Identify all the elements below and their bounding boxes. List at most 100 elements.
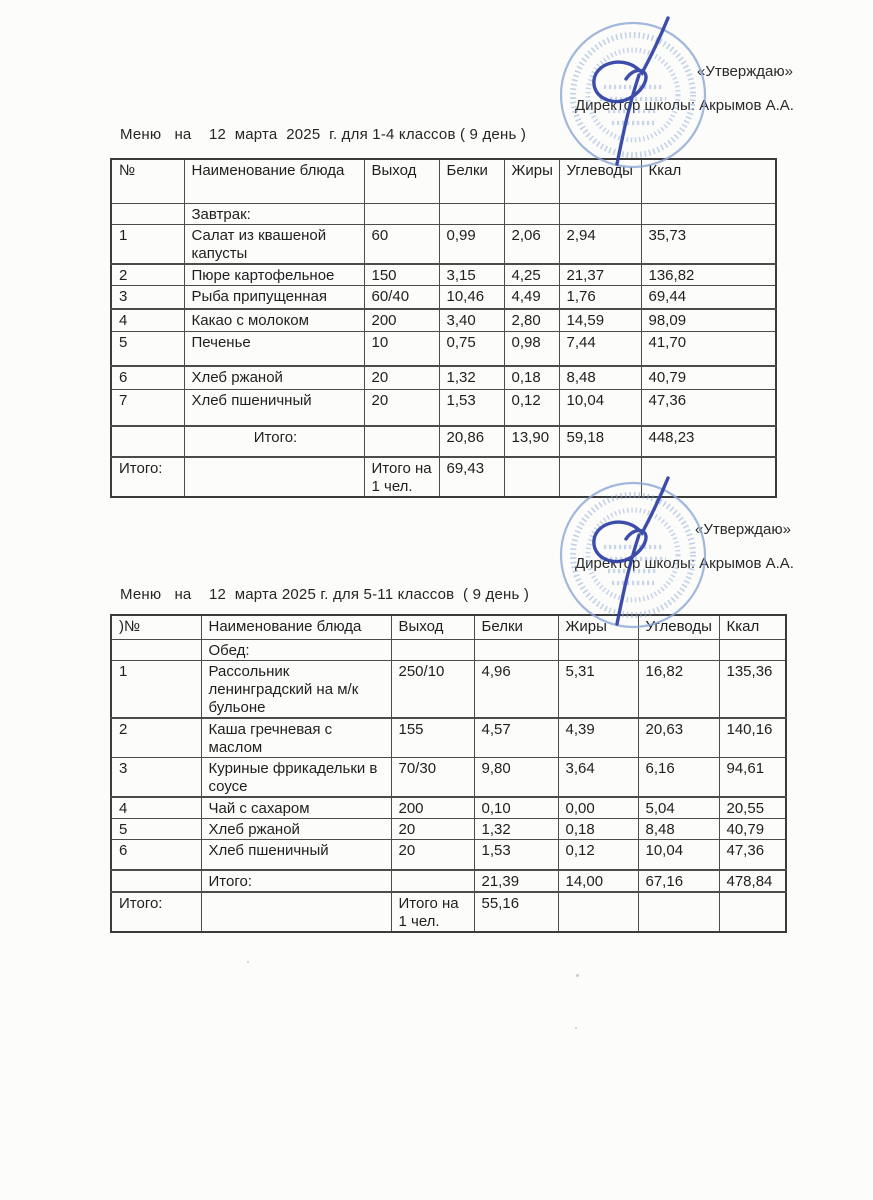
cell-carbs: 8,48 <box>637 817 720 840</box>
cell-protein: 0,75 <box>438 330 505 367</box>
cell-carbs: 16,82 <box>637 659 720 718</box>
cell-protein: 0,10 <box>473 795 559 819</box>
menu-row: 2 Каша гречневая с маслом 155 4,57 4,39 … <box>110 716 787 758</box>
col-header-protein: Белки <box>473 614 559 640</box>
section-row: Обед: <box>110 638 787 661</box>
cell-dish-name: Хлеб пшеничный <box>183 388 365 427</box>
menu-row: 6 Хлеб ржаной 20 1,32 0,18 8,48 40,79 <box>110 365 777 390</box>
cell-number: 4 <box>110 795 202 819</box>
totals-fat: 14,00 <box>557 869 639 893</box>
cell-fat: 0,12 <box>503 388 560 427</box>
cell-dish-name: Чай с сахаром <box>200 795 392 819</box>
cell-output: 20 <box>363 388 440 427</box>
cell-fat: 4,25 <box>503 262 560 286</box>
scan-artifact <box>247 961 249 963</box>
menu-row: 6 Хлеб пшеничный 20 1,53 0,12 10,04 47,3… <box>110 838 787 871</box>
cell-output: 200 <box>390 795 475 819</box>
cell-kcal: 135,36 <box>718 659 787 718</box>
cell-output: 60/40 <box>363 284 440 310</box>
cell-number: 3 <box>110 284 185 310</box>
totals-carbs: 59,18 <box>558 425 642 458</box>
cell-protein: 1,32 <box>473 817 559 840</box>
cell-output: 155 <box>390 716 475 758</box>
cell-carbs: 14,59 <box>558 308 642 332</box>
menu2-table: )№ Наименование блюда Выход Белки Жиры У… <box>110 614 787 933</box>
col-header-dish: Наименование блюда <box>183 158 365 204</box>
col-header-num: № <box>110 158 185 204</box>
cell-dish-name: Хлеб пшеничный <box>200 838 392 871</box>
cell-fat: 5,31 <box>557 659 639 718</box>
menu1-title: Меню на 12 марта 2025 г. для 1-4 классов… <box>120 126 527 143</box>
approve-label: «Утверждаю» <box>695 521 791 538</box>
director-signature-line: Директор школы: Акрымов А.А. <box>575 555 794 572</box>
signature-icon <box>592 16 670 166</box>
scan-artifact <box>576 974 579 977</box>
cell-dish-name: Куриные фрикадельки в соусе <box>200 756 392 797</box>
cell-protein: 1,53 <box>473 838 559 871</box>
cell-dish-name: Какао с молоком <box>183 308 365 332</box>
header-row: )№ Наименование блюда Выход Белки Жиры У… <box>110 614 787 640</box>
totals-label: Итого: <box>200 869 392 893</box>
approve-label: «Утверждаю» <box>697 63 793 80</box>
cell-kcal: 140,16 <box>718 716 787 758</box>
cell-output: 150 <box>363 262 440 286</box>
cell-carbs: 1,76 <box>558 284 642 310</box>
cell-kcal: 136,82 <box>640 262 777 286</box>
menu1-table: № Наименование блюда Выход Белки Жиры Уг… <box>110 158 777 498</box>
cell-kcal: 35,73 <box>640 223 777 264</box>
menu-row: 1 Салат из квашеной капусты 60 0,99 2,06… <box>110 223 777 264</box>
cell-number: 6 <box>110 838 202 871</box>
grand-total-label: Итого: <box>110 456 185 498</box>
cell-output: 200 <box>363 308 440 332</box>
cell-fat: 0,12 <box>557 838 639 871</box>
col-header-carbs: Углеводы <box>558 158 642 204</box>
cell-dish-name: Салат из квашеной капусты <box>183 223 365 264</box>
col-header-dish: Наименование блюда <box>200 614 392 640</box>
cell-number: 2 <box>110 262 185 286</box>
cell-protein: 1,53 <box>438 388 505 427</box>
cell-kcal: 47,36 <box>640 388 777 427</box>
col-header-fat: Жиры <box>503 158 560 204</box>
col-header-protein: Белки <box>438 158 505 204</box>
cell-kcal: 94,61 <box>718 756 787 797</box>
menu-row: 2 Пюре картофельное 150 3,15 4,25 21,37 … <box>110 262 777 286</box>
cell-kcal: 20,55 <box>718 795 787 819</box>
cell-dish-name: Рассольник ленинградский на м/к бульоне <box>200 659 392 718</box>
cell-output: 20 <box>390 838 475 871</box>
cell-carbs: 5,04 <box>637 795 720 819</box>
totals-row: Итого: 21,39 14,00 67,16 478,84 <box>110 869 787 893</box>
col-header-carbs: Углеводы <box>637 614 720 640</box>
cell-fat: 0,18 <box>557 817 639 840</box>
cell-fat: 2,80 <box>503 308 560 332</box>
cell-dish-name: Рыба припущенная <box>183 284 365 310</box>
cell-output: 250/10 <box>390 659 475 718</box>
cell-dish-name: Каша гречневая с маслом <box>200 716 392 758</box>
cell-kcal: 47,36 <box>718 838 787 871</box>
cell-output: 20 <box>363 365 440 390</box>
cell-protein: 3,15 <box>438 262 505 286</box>
cell-fat: 4,49 <box>503 284 560 310</box>
cell-kcal: 69,44 <box>640 284 777 310</box>
cell-number: 4 <box>110 308 185 332</box>
cell-number: 2 <box>110 716 202 758</box>
cell-output: 60 <box>363 223 440 264</box>
cell-kcal: 98,09 <box>640 308 777 332</box>
cell-protein: 0,99 <box>438 223 505 264</box>
cell-protein: 10,46 <box>438 284 505 310</box>
grand-total-row: Итого: Итого на 1 чел. 55,16 <box>110 891 787 933</box>
cell-carbs: 2,94 <box>558 223 642 264</box>
totals-protein: 21,39 <box>473 869 559 893</box>
cell-dish-name: Хлеб ржаной <box>200 817 392 840</box>
round-seal-icon <box>559 16 707 169</box>
cell-carbs: 7,44 <box>558 330 642 367</box>
menu-row: 4 Какао с молоком 200 3,40 2,80 14,59 98… <box>110 308 777 332</box>
per-person-label: Итого на 1 чел. <box>390 891 475 933</box>
totals-kcal: 448,23 <box>640 425 777 458</box>
grand-total-row: Итого: Итого на 1 чел. 69,43 <box>110 456 777 498</box>
section-row: Завтрак: <box>110 202 777 225</box>
cell-fat: 3,64 <box>557 756 639 797</box>
cell-carbs: 10,04 <box>637 838 720 871</box>
cell-number: 7 <box>110 388 185 427</box>
menu-row: 7 Хлеб пшеничный 20 1,53 0,12 10,04 47,3… <box>110 388 777 427</box>
menu-row: 5 Хлеб ржаной 20 1,32 0,18 8,48 40,79 <box>110 817 787 840</box>
